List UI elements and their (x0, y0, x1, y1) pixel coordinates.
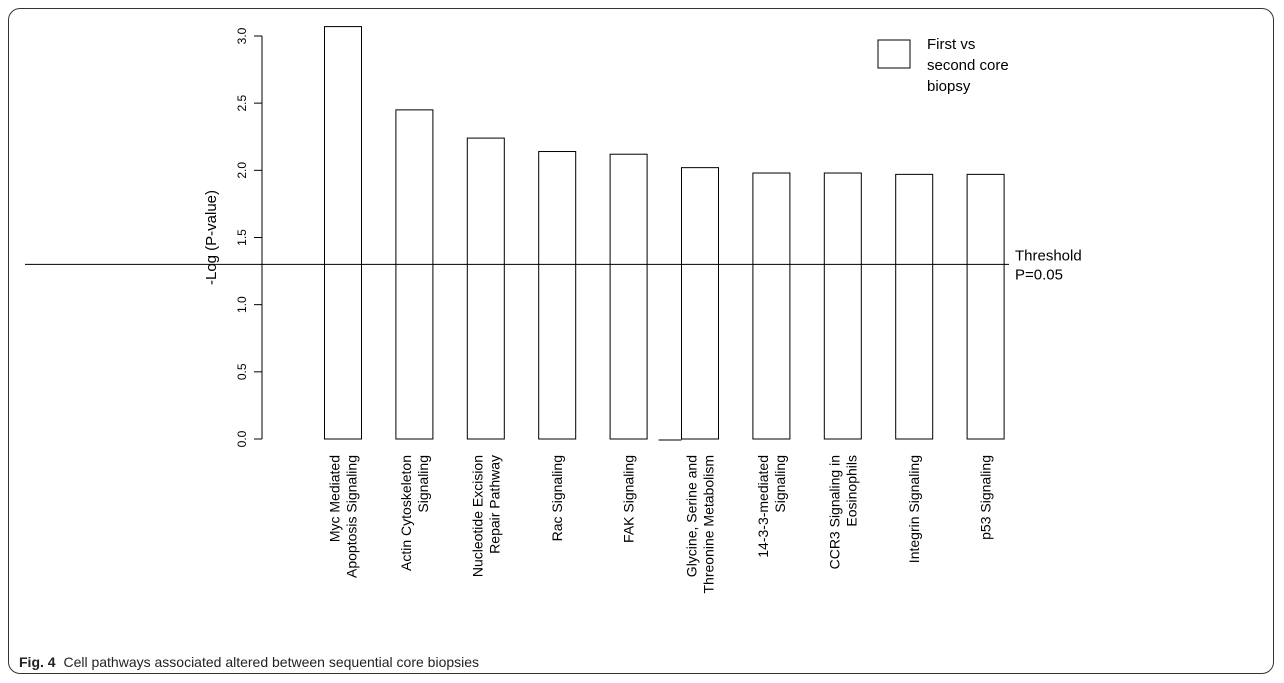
category-label: Nucleotide Excision (469, 455, 485, 577)
bar (395, 109, 434, 440)
category-label: Actin Cytoskeleton (398, 455, 414, 571)
bar (823, 172, 862, 440)
y-tick-label: 2.5 (235, 95, 249, 112)
category-label: Eosinophils (843, 455, 859, 527)
figure-caption: Fig. 4 Cell pathways associated altered … (19, 654, 479, 670)
legend-label: biopsy (927, 78, 971, 95)
legend-label: second core (927, 57, 1009, 74)
threshold-label: Threshold (1015, 247, 1082, 264)
category-label: FAK Signaling (621, 455, 637, 543)
category-label: 14-3-3-mediated (755, 455, 771, 558)
category-label: Apoptosis Signaling (344, 455, 360, 578)
bar (895, 173, 934, 440)
bar (966, 173, 1005, 440)
legend-label: First vs (927, 36, 975, 53)
y-tick-label: 2.0 (235, 162, 249, 179)
y-tick-label: 3.0 (235, 27, 249, 44)
category-label: Glycine, Serine and (684, 455, 700, 577)
bar (324, 26, 362, 440)
y-tick-label: 0.5 (235, 363, 249, 380)
caption-text: Cell pathways associated altered between… (63, 654, 480, 670)
bar (538, 151, 577, 440)
bar (466, 137, 505, 440)
category-label: p53 Signaling (978, 455, 994, 540)
y-tick-label: 0.0 (235, 430, 249, 447)
caption-label: Fig. 4 (19, 654, 56, 670)
bar (752, 172, 791, 440)
y-tick-label: 1.5 (235, 229, 249, 246)
category-label: Integrin Signaling (906, 455, 922, 563)
y-axis-title: -Log (P-value) (203, 190, 220, 285)
bar-chart: 0.0 0.5 1.0 1.5 2.0 2.5 3.0 -Log (P-value) Thres… (25, 26, 1082, 594)
threshold-label: P=0.05 (1015, 266, 1063, 283)
legend-swatch (877, 39, 911, 69)
category-label: Signaling (772, 455, 788, 513)
category-label: Signaling (415, 455, 431, 513)
category-label: Threonine Metabolism (701, 455, 717, 594)
category-label: Repair Pathway (486, 455, 502, 554)
category-label: Myc Mediated (327, 455, 343, 542)
bar (681, 167, 719, 440)
bar (609, 153, 648, 440)
y-tick-label: 1.0 (235, 296, 249, 313)
category-label: Rac Signaling (549, 455, 565, 541)
category-label: CCR3 Signaling in (826, 455, 842, 569)
figure-frame: 0.0 0.5 1.0 1.5 2.0 2.5 3.0 -Log (P-value) Thres… (8, 8, 1274, 674)
